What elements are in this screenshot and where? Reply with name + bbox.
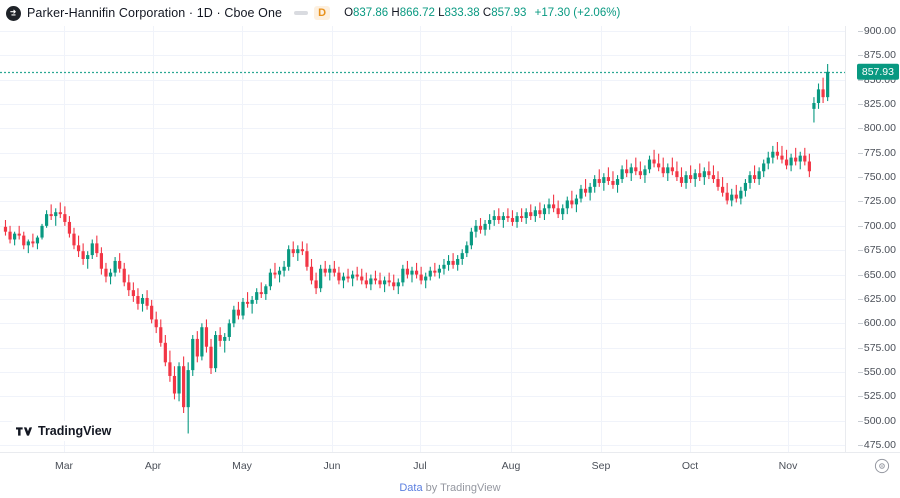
price-tick-dash — [857, 323, 863, 325]
time-tick-label: May — [232, 460, 252, 472]
tradingview-watermark: TradingView — [10, 421, 121, 441]
ohlc-high-label: H — [391, 7, 400, 19]
attribution-footer: Data by TradingView — [0, 478, 900, 498]
price-axis[interactable]: 900.00875.00850.00825.00800.00775.00750.… — [845, 25, 900, 452]
symbol-logo-icon — [6, 5, 21, 21]
time-tick-label: Mar — [54, 460, 74, 472]
price-tick-dash — [857, 152, 863, 154]
time-tick-label: Apr — [144, 460, 162, 472]
price-tick-dash — [857, 225, 863, 227]
price-tick-label: 650.00 — [857, 269, 896, 281]
price-tick-label: 700.00 — [857, 220, 896, 232]
ohlc-change: +17.30 (+2.06%) — [534, 7, 621, 19]
symbol-title[interactable]: Parker-Hannifin Corporation · 1D · Cboe … — [27, 6, 283, 20]
interval-badge[interactable]: D — [314, 6, 331, 20]
price-tick-dash — [857, 347, 863, 349]
price-tick-dash — [857, 128, 863, 130]
price-tick-label: 775.00 — [857, 147, 896, 159]
price-tick-dash — [857, 177, 863, 179]
price-tick-label: 900.00 — [857, 25, 896, 37]
time-tick-label: Oct — [681, 460, 699, 472]
time-tick-label: Nov — [778, 460, 798, 472]
price-tick-label: 475.00 — [857, 439, 896, 451]
chart-plot-area[interactable] — [0, 26, 845, 452]
price-tick-label: 525.00 — [857, 390, 896, 402]
attribution-text: by TradingView — [425, 482, 501, 494]
ohlc-open-label: O — [344, 7, 354, 19]
price-tick-dash — [857, 30, 863, 32]
price-tick-label: 625.00 — [857, 293, 896, 305]
price-tick-dash — [857, 274, 863, 276]
chart-header: Parker-Hannifin Corporation · 1D · Cboe … — [0, 0, 900, 26]
time-tick-label: Aug — [501, 460, 521, 472]
price-tick-dash — [857, 445, 863, 447]
ohlc-low-label: L — [438, 7, 445, 19]
watermark-text: TradingView — [38, 424, 112, 438]
ohlc-close-label: C — [482, 7, 492, 19]
price-tick-dash — [857, 103, 863, 105]
collapse-dash-icon[interactable] — [294, 11, 309, 15]
ohlc-close-value: 857.93 — [491, 7, 527, 19]
price-tick-label: 725.00 — [857, 195, 896, 207]
price-tick-label: 600.00 — [857, 317, 896, 329]
price-tick-dash — [857, 420, 863, 422]
price-tick-dash — [857, 201, 863, 203]
tradingview-logo-icon — [16, 426, 33, 436]
price-tick-dash — [857, 298, 863, 300]
price-tick-label: 575.00 — [857, 342, 896, 354]
time-tick-label: Jun — [323, 460, 341, 472]
price-tick-dash — [857, 55, 863, 57]
price-tick-dash — [857, 250, 863, 252]
time-tick-label: Sep — [591, 460, 611, 472]
price-tick-label: 675.00 — [857, 244, 896, 256]
time-tick-label: Jul — [413, 460, 427, 472]
ohlc-high-value: 866.72 — [399, 7, 435, 19]
current-price-badge[interactable]: 857.93 — [856, 63, 899, 81]
ohlc-legend: O837.86 H866.72 L833.38 C857.93 +17.30 (… — [344, 7, 620, 19]
price-tick-dash — [857, 372, 863, 374]
candlestick-svg — [0, 26, 845, 452]
price-tick-label: 800.00 — [857, 122, 896, 134]
data-link[interactable]: Data — [399, 482, 423, 494]
time-axis[interactable]: Mar Apr May Jun Jul Aug Sep Oct Nov — [0, 452, 900, 478]
price-tick-label: 550.00 — [857, 366, 896, 378]
price-tick-label: 500.00 — [857, 415, 896, 427]
price-tick-label: 750.00 — [857, 171, 896, 183]
price-tick-dash — [857, 396, 863, 398]
price-tick-label: 825.00 — [857, 98, 896, 110]
ohlc-low-value: 833.38 — [444, 7, 480, 19]
price-tick-label: 875.00 — [857, 49, 896, 61]
settings-gear-icon[interactable] — [874, 458, 890, 474]
ohlc-open-value: 837.86 — [353, 7, 389, 19]
